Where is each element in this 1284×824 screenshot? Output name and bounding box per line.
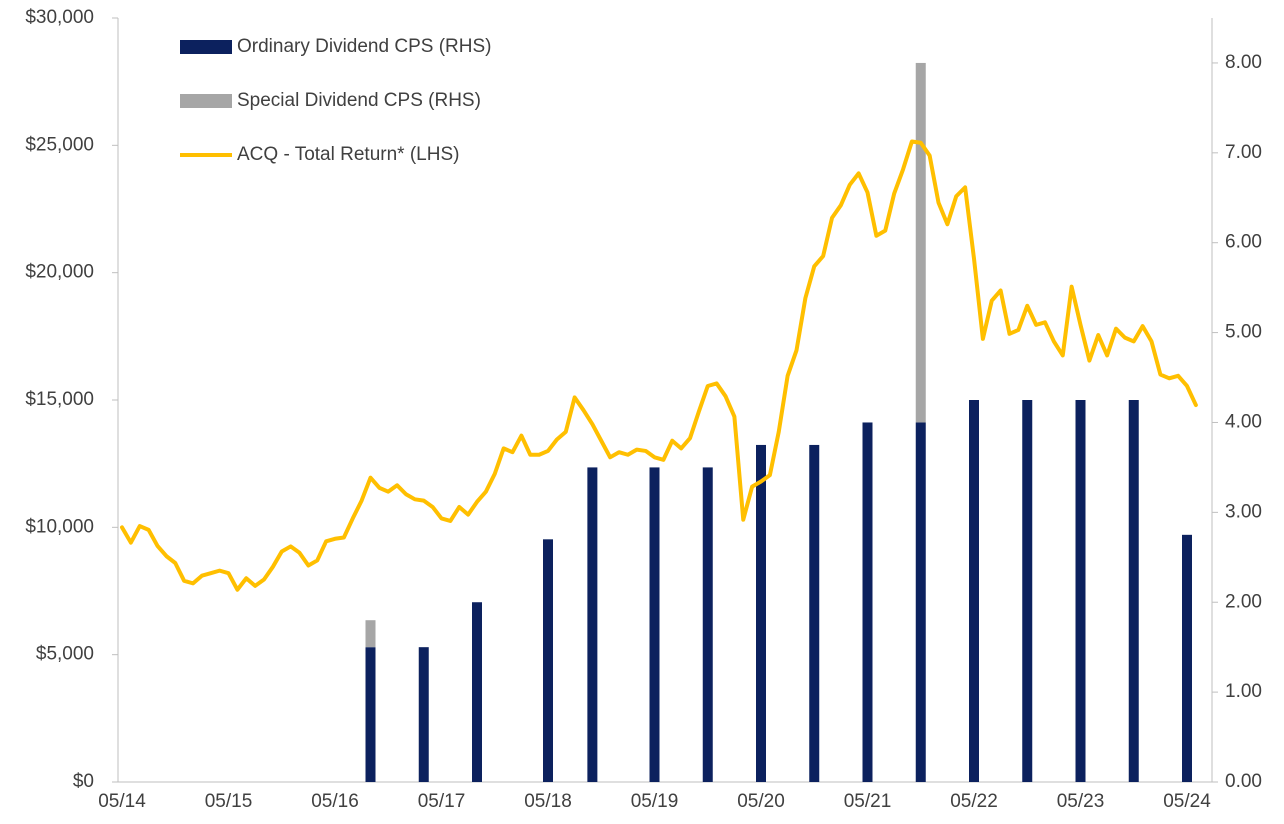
bar [702, 467, 713, 782]
x-tick-label: 05/22 [950, 791, 998, 812]
y-tick-label: $10,000 [25, 516, 94, 537]
bar [418, 647, 429, 782]
y2-tick-label: 0.00 [1225, 771, 1262, 792]
x-tick-label: 05/17 [418, 791, 466, 812]
y-tick-label: $20,000 [25, 262, 94, 283]
y-tick-label: $0 [73, 771, 94, 792]
line [120, 139, 1198, 592]
bar [649, 467, 660, 782]
bar [365, 620, 376, 648]
x-tick-label: 05/18 [524, 791, 572, 812]
legend-label: Special Dividend CPS (RHS) [237, 90, 481, 111]
bar [587, 467, 598, 782]
bar [915, 62, 926, 423]
legend-swatch [180, 94, 232, 108]
legend-label: ACQ - Total Return* (LHS) [237, 144, 459, 165]
bar [1128, 400, 1139, 782]
y2-tick-label: 2.00 [1225, 591, 1262, 612]
bar [1075, 400, 1086, 782]
x-tick-label: 05/24 [1163, 791, 1211, 812]
y-tick-label: $30,000 [25, 7, 94, 28]
legend-label: Ordinary Dividend CPS (RHS) [237, 36, 491, 57]
y2-tick-label: 4.00 [1225, 411, 1262, 432]
bar [472, 602, 482, 782]
y2-tick-label: 5.00 [1225, 322, 1262, 343]
y2-tick-label: 1.00 [1225, 681, 1262, 702]
bar [809, 444, 820, 782]
y2-tick-label: 3.00 [1225, 501, 1262, 522]
y-tick-label: $5,000 [36, 644, 94, 665]
x-tick-label: 05/19 [631, 791, 679, 812]
x-tick-label: 05/14 [98, 791, 146, 812]
x-tick-label: 05/21 [844, 791, 892, 812]
bar [1022, 400, 1033, 782]
bar [1182, 534, 1192, 782]
bar [969, 400, 979, 782]
legend-swatch [180, 40, 232, 54]
bar [365, 647, 376, 782]
y2-tick-label: 8.00 [1225, 52, 1262, 73]
x-tick-label: 05/16 [311, 791, 359, 812]
bar [862, 422, 873, 782]
y2-tick-label: 6.00 [1225, 232, 1262, 253]
bar [756, 444, 766, 782]
y-tick-label: $25,000 [25, 134, 94, 155]
x-tick-label: 05/15 [205, 791, 253, 812]
y2-tick-label: 7.00 [1225, 142, 1262, 163]
x-tick-label: 05/23 [1057, 791, 1105, 812]
bar [543, 539, 553, 782]
bar [915, 422, 926, 782]
x-tick-label: 05/20 [737, 791, 785, 812]
y-tick-label: $15,000 [25, 389, 94, 410]
